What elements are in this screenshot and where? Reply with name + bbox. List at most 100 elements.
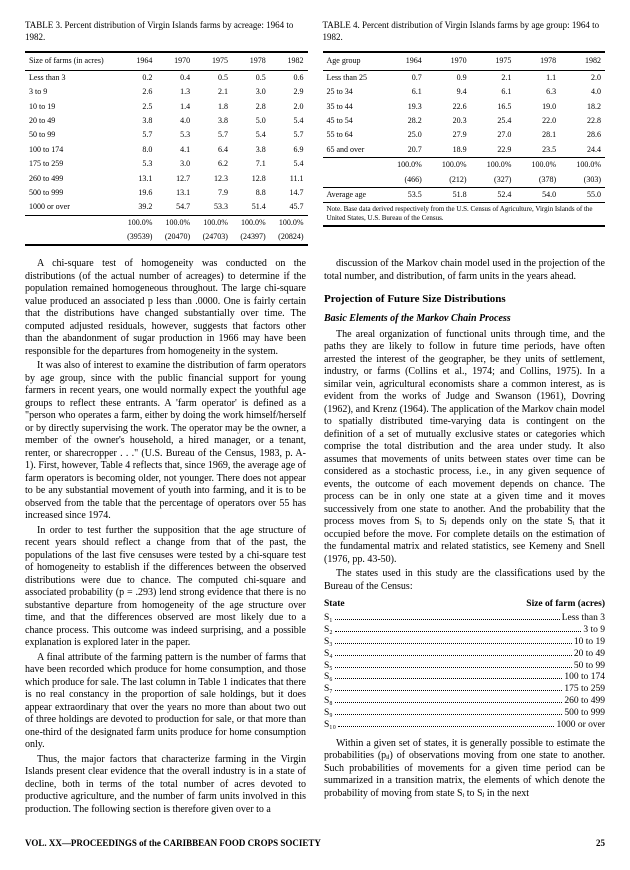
- table-cell: 6.2: [194, 157, 232, 171]
- table-cell: 51.4: [232, 200, 270, 215]
- state-size: 100 to 174: [564, 672, 605, 684]
- table-cell: 51.8: [426, 187, 471, 202]
- left-column: A chi-square test of homogeneity was con…: [25, 258, 306, 818]
- table-cell: 12.3: [194, 172, 232, 186]
- table-cell: 0.5: [194, 70, 232, 85]
- table-cell: [25, 215, 119, 230]
- table-cell: Less than 3: [25, 70, 119, 85]
- table-header: 1982: [270, 52, 308, 70]
- table-cell: 100.0%: [515, 158, 560, 173]
- table-cell: 1.4: [156, 100, 194, 114]
- table-cell: 19.0: [515, 100, 560, 114]
- state-size: 500 to 999: [564, 708, 605, 720]
- state-size: 260 to 499: [564, 696, 605, 708]
- table-cell: 2.0: [560, 70, 605, 85]
- state-label: S₄: [324, 649, 333, 661]
- table-cell: 175 to 259: [25, 157, 119, 171]
- table-cell: 45.7: [270, 200, 308, 215]
- table-cell: 0.7: [381, 70, 426, 85]
- table-row: 65 and over20.718.922.923.524.4: [323, 143, 606, 158]
- table-cell: 9.4: [426, 85, 471, 99]
- table-row: (466)(212)(327)(378)(303): [323, 173, 606, 188]
- table-cell: 35 to 44: [323, 100, 382, 114]
- table-cell: 54.0: [515, 187, 560, 202]
- state-label: S₂: [324, 625, 333, 637]
- table-cell: 50 to 99: [25, 128, 119, 142]
- table-cell: 6.3: [515, 85, 560, 99]
- table-header: Size of farms (in acres): [25, 52, 119, 70]
- table-cell: 3.0: [156, 157, 194, 171]
- state-row: S₆ 100 to 174: [324, 672, 605, 684]
- table-cell: 45 to 54: [323, 114, 382, 128]
- table-row: Less than 250.70.92.11.12.0: [323, 70, 606, 85]
- table-row: 10 to 192.51.41.82.82.0: [25, 100, 308, 114]
- table-cell: 4.0: [560, 85, 605, 99]
- table-cell: 3.8: [194, 114, 232, 128]
- state-label: S₆: [324, 672, 333, 684]
- table-note: Note. Base data derived respectively fro…: [323, 203, 606, 227]
- state-size: Less than 3: [562, 613, 605, 625]
- state-size: 175 to 259: [564, 684, 605, 696]
- table-cell: 24.4: [560, 143, 605, 158]
- body-paragraph: The areal organization of functional uni…: [324, 329, 605, 567]
- table-row: 55 to 6425.027.927.028.128.6: [323, 128, 606, 142]
- state-label: S₃: [324, 637, 333, 649]
- dot-leader: [335, 690, 563, 691]
- table-header: Age group: [323, 52, 382, 70]
- dot-leader: [335, 643, 572, 644]
- table-cell: 3.8: [119, 114, 157, 128]
- table-cell: 100.0%: [381, 158, 426, 173]
- table-row: 500 to 99919.613.17.98.814.7: [25, 186, 308, 200]
- state-row: S₁ Less than 3: [324, 613, 605, 625]
- table-cell: 19.3: [381, 100, 426, 114]
- state-row: S₁₀1000 or over: [324, 720, 605, 732]
- table-header: 1964: [119, 52, 157, 70]
- table-cell: 25.4: [471, 114, 516, 128]
- state-label: S₁: [324, 613, 333, 625]
- table-cell: [323, 173, 382, 188]
- table-cell: 100 to 174: [25, 143, 119, 157]
- dot-leader: [335, 655, 572, 656]
- table-cell: 1.1: [515, 70, 560, 85]
- table-cell: 53.5: [381, 187, 426, 202]
- body-paragraph: Thus, the major factors that characteriz…: [25, 754, 306, 817]
- table-cell: 13.1: [119, 172, 157, 186]
- table-cell: 28.2: [381, 114, 426, 128]
- table-cell: 100.0%: [471, 158, 516, 173]
- dot-leader: [335, 702, 563, 703]
- table-cell: 22.9: [471, 143, 516, 158]
- table-cell: 25.0: [381, 128, 426, 142]
- table-cell: 22.8: [560, 114, 605, 128]
- table-cell: 100.0%: [232, 215, 270, 230]
- table-cell: 5.0: [232, 114, 270, 128]
- table-cell: 3.0: [232, 85, 270, 99]
- table-row: Less than 30.20.40.50.50.6: [25, 70, 308, 85]
- table-cell: 1.3: [156, 85, 194, 99]
- table-cell: [25, 230, 119, 245]
- table-cell: 0.5: [232, 70, 270, 85]
- table-row: Average age53.551.852.454.055.0: [323, 187, 606, 202]
- state-label: S₉: [324, 708, 333, 720]
- table-header: 1970: [156, 52, 194, 70]
- table-cell: 20 to 49: [25, 114, 119, 128]
- body-paragraph: In order to test further the supposition…: [25, 525, 306, 650]
- table-cell: 2.1: [471, 70, 516, 85]
- body-paragraph: The states used in this study are the cl…: [324, 568, 605, 593]
- table-cell: 6.4: [194, 143, 232, 157]
- table-cell: 5.7: [270, 128, 308, 142]
- table-header: 1978: [232, 52, 270, 70]
- body-paragraph: discussion of the Markov chain model use…: [324, 258, 605, 283]
- state-label: S₇: [324, 684, 333, 696]
- table-header: 1975: [194, 52, 232, 70]
- table-cell: 5.7: [119, 128, 157, 142]
- table-row: (39539)(20470)(24703)(24397)(20824): [25, 230, 308, 245]
- table-row: 35 to 4419.322.616.519.018.2: [323, 100, 606, 114]
- footer-page-number: 25: [596, 838, 605, 850]
- table-cell: 18.2: [560, 100, 605, 114]
- table-cell: 20.7: [381, 143, 426, 158]
- table-cell: (20470): [156, 230, 194, 245]
- table-header: 1970: [426, 52, 471, 70]
- table-cell: 7.9: [194, 186, 232, 200]
- table-cell: 2.5: [119, 100, 157, 114]
- table-4: Age group19641970197519781982 Less than …: [323, 51, 606, 227]
